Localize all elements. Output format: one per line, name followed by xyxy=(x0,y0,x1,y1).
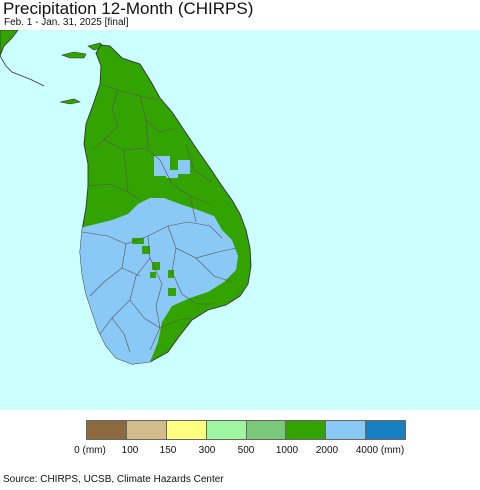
district-border xyxy=(171,247,214,305)
legend-label: 500 xyxy=(237,445,255,456)
legend-label: 2000 xyxy=(315,445,339,456)
district-borders xyxy=(81,83,237,353)
map-subtitle: Feb. 1 - Jan. 31, 2025 [final] xyxy=(4,17,129,28)
legend-label: 150 xyxy=(159,445,177,456)
district-border xyxy=(121,267,141,277)
district-border xyxy=(111,317,131,353)
legend-label: 0 (mm) xyxy=(74,445,106,456)
legend-colorbar xyxy=(86,420,406,440)
jaffna-islet xyxy=(60,51,87,59)
green-pocket xyxy=(142,246,150,254)
high-precip-zone xyxy=(80,198,238,364)
legend-label: 300 xyxy=(198,445,216,456)
district-border xyxy=(159,159,211,205)
mannar-islet xyxy=(59,98,81,105)
high-precip-cell xyxy=(178,160,190,174)
green-pocket xyxy=(132,238,144,244)
precipitation-map xyxy=(0,30,252,365)
district-border xyxy=(149,257,163,351)
district-border xyxy=(81,221,223,245)
district-border xyxy=(91,89,119,151)
legend-swatch xyxy=(246,421,287,439)
district-border xyxy=(123,149,129,193)
district-border xyxy=(189,195,197,223)
source-credit: Source: CHIRPS, UCSB, Climate Hazards Ce… xyxy=(3,474,224,485)
legend-label: 1000 xyxy=(275,445,299,456)
legend-swatch xyxy=(87,421,127,439)
district-border xyxy=(145,119,149,149)
green-pocket xyxy=(168,270,174,278)
legend-label: 4000 (mm) xyxy=(355,445,405,456)
footer xyxy=(0,470,480,490)
district-border xyxy=(195,257,233,283)
map-title: Precipitation 12-Month (CHIRPS) xyxy=(3,0,254,18)
legend-swatch xyxy=(326,421,367,439)
district-border xyxy=(103,139,161,161)
legend-swatch xyxy=(366,421,405,439)
green-pocket xyxy=(150,272,156,278)
india-landmass xyxy=(0,30,19,57)
district-border xyxy=(89,243,127,297)
district-border xyxy=(87,183,141,201)
legend-label: 100 xyxy=(121,445,139,456)
district-border xyxy=(139,95,175,133)
legend-swatch xyxy=(206,421,247,439)
green-pocket xyxy=(152,262,160,270)
legend-labels: 0 (mm) 100 150 300 500 1000 2000 4000 (m… xyxy=(0,445,480,459)
district-border xyxy=(185,143,213,183)
legend-swatch xyxy=(286,421,327,439)
high-precip-cell xyxy=(166,170,178,178)
district-border xyxy=(129,299,193,329)
legend-swatch xyxy=(166,421,207,439)
india-coastline xyxy=(0,55,45,87)
green-pocket xyxy=(168,288,176,296)
district-border xyxy=(99,83,159,101)
map-area xyxy=(0,30,480,410)
district-border xyxy=(99,235,151,335)
legend-swatch xyxy=(126,421,167,439)
